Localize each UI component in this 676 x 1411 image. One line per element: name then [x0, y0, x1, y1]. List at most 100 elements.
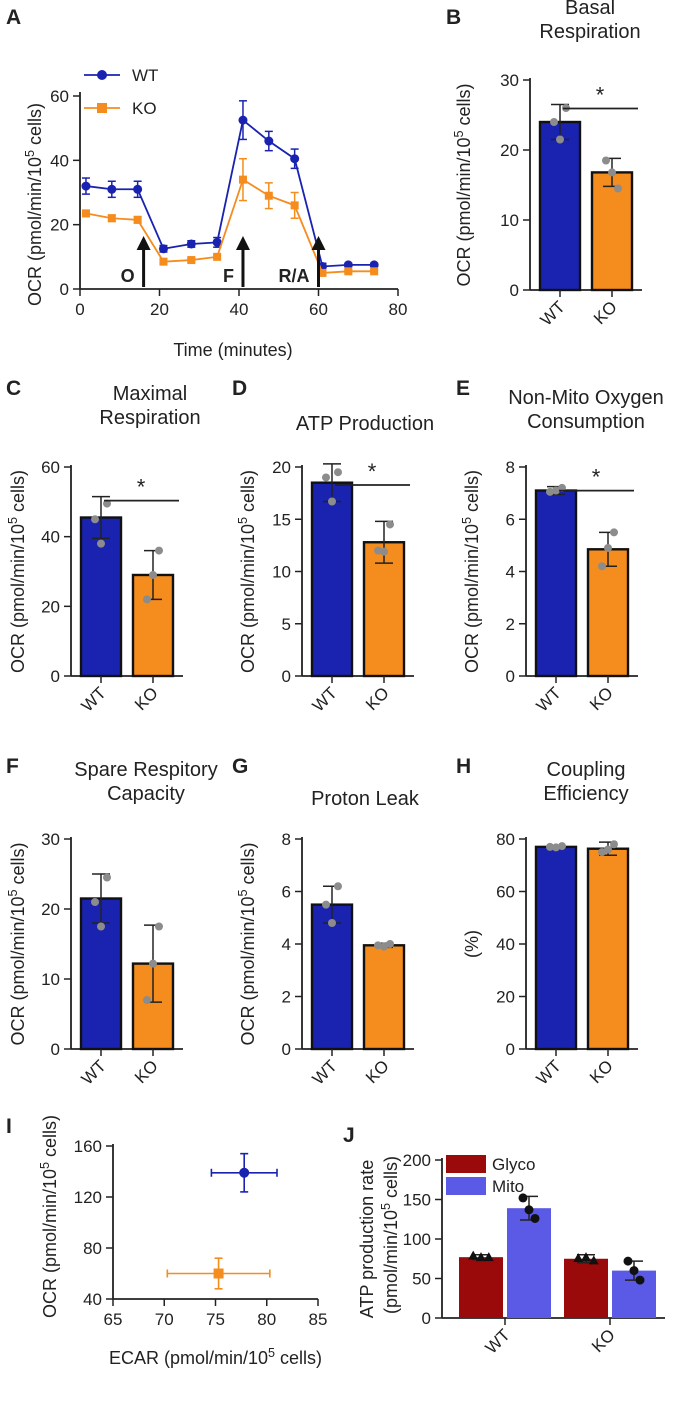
x-tick-label: 75 — [206, 1310, 225, 1329]
y-tick-label: 20 — [50, 216, 69, 235]
label-part: cells) — [454, 83, 474, 130]
y-tick-label: 0 — [506, 1040, 515, 1059]
panel-a: A 0 20 40 60 0 20 40 60 80 Time (minutes) OCR (pmol… — [6, 6, 407, 360]
data-point — [133, 215, 142, 224]
y-tick-label: 200 — [403, 1151, 431, 1170]
replicate-point — [629, 1266, 639, 1276]
x-tick-label: 0 — [75, 300, 84, 319]
title-line: Efficiency — [543, 783, 628, 805]
replicate-point — [530, 1213, 540, 1223]
injection-arrowhead — [311, 236, 326, 250]
replicate-point — [546, 842, 554, 851]
y-tick-label: 8 — [282, 830, 291, 849]
significance-star: * — [596, 83, 605, 108]
x-tick-label: 85 — [309, 1310, 328, 1329]
y-tick-label: 100 — [403, 1230, 431, 1249]
x-tick-label: KO — [362, 683, 393, 714]
bar-wt — [538, 120, 582, 292]
bar-glyco-ko — [564, 1258, 608, 1318]
replicate-point — [604, 845, 612, 854]
y-axis-title: OCR (pmol/min/105 cells) — [236, 842, 258, 1045]
label-part: OCR (pmol/min/10 — [238, 524, 258, 673]
label-superscript: 5 — [38, 1162, 52, 1169]
replicate-point — [149, 570, 157, 579]
x-tick-label: WT — [309, 683, 341, 715]
y-tick-label: 0 — [51, 1040, 60, 1059]
significance-star: * — [368, 459, 377, 484]
injection-label: O — [121, 266, 135, 286]
replicate-point — [610, 528, 618, 537]
y-axis-title: OCR (pmol/min/105 cells) — [460, 470, 482, 673]
replicate-point — [374, 546, 382, 555]
legend-swatch-glyco — [446, 1155, 486, 1173]
replicate-point — [386, 940, 394, 948]
x-tick-label: 65 — [104, 1310, 123, 1329]
x-tick-label: WT — [78, 1056, 110, 1088]
label-part: OCR (pmol/min/10 — [238, 896, 258, 1045]
x-tick-label: 70 — [155, 1310, 174, 1329]
replicate-point — [91, 898, 99, 906]
label-superscript: 5 — [268, 1346, 275, 1360]
data-point — [264, 136, 274, 146]
panel-label-d: D — [232, 377, 247, 400]
y-tick-label: 20 — [41, 597, 60, 616]
replicate-point — [380, 547, 388, 556]
label-part: OCR (pmol/min/10 — [462, 524, 482, 673]
label-superscript: 5 — [379, 1203, 393, 1210]
chart-title: Coupling Efficiency — [543, 759, 628, 805]
y-tick-label: 80 — [83, 1239, 102, 1258]
replicate-point — [143, 996, 151, 1004]
data-point — [238, 175, 247, 184]
y-tick-label: 15 — [272, 510, 291, 529]
replicate-point — [524, 1205, 534, 1215]
data-point — [213, 1268, 224, 1279]
data-point — [213, 252, 222, 261]
panel-e: E Non-Mito Oxygen Consumption 0 2 4 6 8 OCR (pmo… — [456, 377, 664, 716]
legend-swatch-mito — [446, 1177, 486, 1195]
y-axis-title: OCR (pmol/min/105 cells) — [38, 1115, 60, 1318]
label-part: (pmol/min/10 — [381, 1210, 401, 1314]
replicate-point — [91, 515, 99, 524]
label-superscript: 5 — [6, 889, 20, 896]
replicate-point — [588, 1255, 599, 1265]
replicate-point — [97, 539, 105, 548]
bar-wt — [534, 845, 578, 1051]
panel-label-c: C — [6, 377, 21, 400]
panel-label-g: G — [232, 755, 248, 778]
y-tick-label: 30 — [41, 830, 60, 849]
replicate-point — [581, 1252, 591, 1262]
y-tick-label: 4 — [282, 935, 291, 954]
y-tick-label: 20 — [500, 141, 519, 160]
data-point — [133, 184, 143, 194]
y-tick-label: 150 — [403, 1191, 431, 1210]
title-line: Respiration — [539, 21, 640, 43]
replicate-point — [380, 942, 388, 951]
replicate-point — [322, 473, 330, 482]
series-wt: WT — [81, 66, 379, 271]
title-line: Spare Respitory — [74, 759, 217, 781]
legend-label: Glyco — [492, 1155, 535, 1174]
x-tick-label: 80 — [257, 1310, 276, 1329]
label-part: cells) — [275, 1348, 322, 1368]
panel-label-e: E — [456, 377, 470, 400]
title-line: Basal — [565, 0, 615, 19]
y-tick-label: 40 — [50, 151, 69, 170]
x-tick-label: WT — [537, 297, 569, 329]
replicate-point — [103, 873, 111, 882]
y-tick-label: 0 — [51, 667, 60, 686]
title-line: Maximal — [113, 383, 187, 405]
panel-c: C Maximal Respiration 0 20 40 60 OCR (pmol/min/… — [6, 377, 201, 716]
y-tick-label: 0 — [282, 1040, 291, 1059]
y-tick-label: 120 — [74, 1188, 102, 1207]
data-point — [369, 260, 379, 270]
scatter-point-wt — [210, 1152, 278, 1193]
x-tick-label: KO — [362, 1056, 393, 1087]
replicate-point — [518, 1193, 528, 1203]
data-point — [212, 237, 222, 247]
replicate-point — [573, 1252, 584, 1262]
label-superscript: 5 — [460, 517, 474, 524]
data-point — [290, 154, 300, 164]
replicate-point — [334, 468, 342, 477]
bar-glyco-wt — [459, 1257, 503, 1318]
